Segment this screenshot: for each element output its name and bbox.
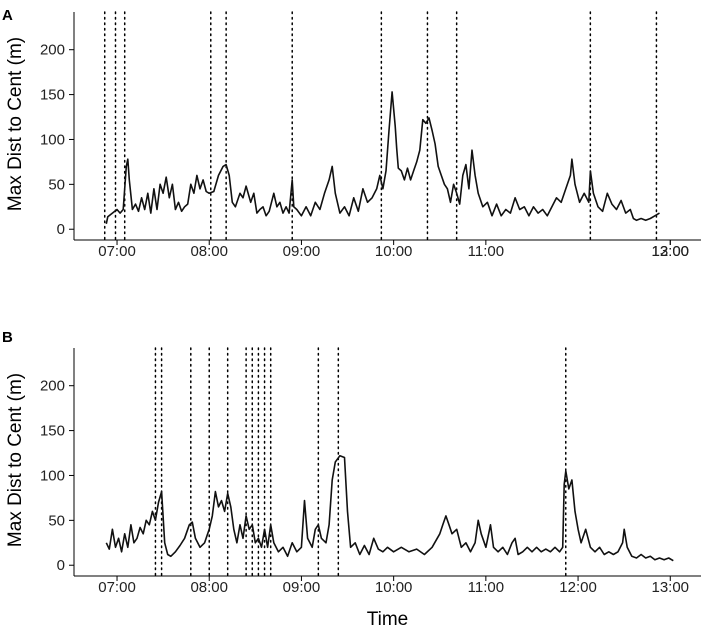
y-tick-label-b-200: 200	[40, 378, 65, 395]
y-axis-title-b: Max Dist to Cent (m)	[5, 373, 26, 547]
x-tick-label-a-2: 08:00	[190, 243, 228, 260]
x-axis-title-b: Time	[367, 609, 409, 630]
panel-b: B 0 50 100 150 200 07:00 08:00 09:00 10:00 11:00 1…	[2, 329, 701, 630]
y-axis-title-a: Max Dist to Cent (m)	[5, 37, 26, 211]
y-tick-label-a-0: 0	[57, 221, 65, 238]
y-tick-label-a-50: 50	[48, 176, 65, 193]
x-tick-label-b-4: 10:00	[375, 579, 413, 596]
panel-label-a: A	[2, 7, 13, 24]
y-tick-label-b-50: 50	[48, 512, 65, 529]
y-tick-label-b-0: 0	[57, 557, 65, 574]
x-tick-label-a-6: 12:00	[651, 243, 689, 260]
x-tick-label-a-1: 07:00	[98, 243, 136, 260]
x-tick-label-b-3: 09:00	[283, 579, 321, 596]
x-tick-label-a-7: 13:00	[651, 243, 689, 260]
panel-a: A 0 50 100 150 200 07:00 08:00 09:00 10:00 11:00 1…	[2, 7, 701, 260]
x-tick-label-b-7: 13:00	[651, 579, 689, 596]
series-line-b	[105, 454, 674, 562]
panel-label-b: B	[2, 329, 13, 346]
y-tick-label-a-200: 200	[40, 42, 65, 59]
y-tick-label-b-150: 150	[40, 423, 65, 440]
x-tick-label-b-5: 11:00	[468, 579, 504, 596]
x-tick-label-b-1: 07:00	[98, 579, 136, 596]
x-tick-label-a-4: 10:00	[375, 243, 413, 260]
x-tick-label-a-5: 11:00	[468, 243, 504, 260]
x-tick-label-b-6: 12:00	[559, 579, 597, 596]
x-tick-label-a-3: 09:00	[283, 243, 321, 260]
y-tick-label-a-100: 100	[40, 131, 65, 148]
y-tick-label-a-150: 150	[40, 87, 65, 104]
x-tick-label-b-2: 08:00	[190, 579, 228, 596]
y-tick-label-b-100: 100	[40, 467, 65, 484]
series-line-a	[105, 91, 660, 224]
